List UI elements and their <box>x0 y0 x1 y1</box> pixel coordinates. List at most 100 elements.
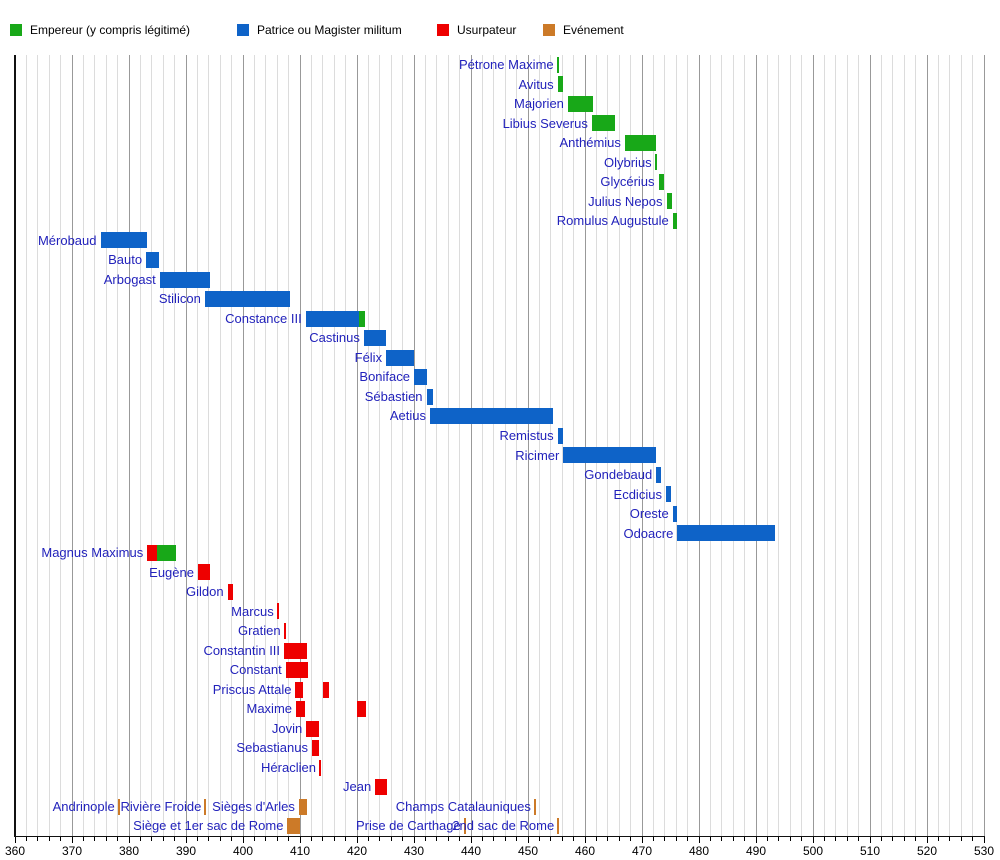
row-label[interactable]: Constant <box>229 662 282 678</box>
gridline-minor <box>105 55 107 836</box>
row-label[interactable]: Aetius <box>389 408 426 424</box>
row-label[interactable]: Priscus Attale <box>212 681 292 697</box>
gridline-minor <box>162 55 164 836</box>
row-label[interactable]: Boniface <box>359 369 410 385</box>
gridline-minor <box>459 55 461 836</box>
row-label[interactable]: Glycérius <box>600 174 655 190</box>
row-label[interactable]: Olybrius <box>604 154 652 170</box>
gridline-minor <box>48 55 50 836</box>
gridline-minor <box>561 55 563 836</box>
row-label[interactable]: Pétrone Maxime <box>458 57 554 72</box>
axis-tick-minor <box>265 837 267 841</box>
gridline-minor <box>630 55 632 836</box>
row-label[interactable]: Sébastien <box>364 388 423 404</box>
row-label[interactable]: Constance III <box>225 310 302 326</box>
gridline-minor <box>390 55 392 836</box>
row-label[interactable]: Arbogast <box>103 271 156 287</box>
timeline-bar <box>284 642 308 659</box>
row-label[interactable]: Gildon <box>186 584 224 600</box>
row-label[interactable]: Stilicon <box>158 291 201 307</box>
row-label[interactable]: Félix <box>354 349 383 365</box>
row-label[interactable]: Champs Catalauniques <box>395 798 531 814</box>
timeline-bar <box>100 232 148 249</box>
gridline-major <box>242 55 244 836</box>
row-label[interactable]: Sièges d'Arles <box>212 798 295 814</box>
axis-tick-minor <box>652 837 654 841</box>
row-label[interactable]: Magnus Maximus <box>41 545 144 561</box>
axis-tick-minor <box>538 837 540 841</box>
timeline-bar <box>563 447 656 464</box>
row-label[interactable]: Castinus <box>309 330 360 346</box>
axis-tick-minor <box>231 837 233 841</box>
row-label[interactable]: Constantin III <box>203 642 281 658</box>
timeline-bar <box>557 76 564 93</box>
gridline-minor <box>573 55 575 836</box>
axis-tick-minor <box>459 837 461 841</box>
timeline-bar <box>305 310 359 327</box>
gridline-minor <box>801 55 803 836</box>
row-label[interactable]: Jean <box>343 779 372 795</box>
timeline-point-marker <box>276 603 279 620</box>
row-label[interactable]: Bauto <box>108 252 143 268</box>
timeline-bar <box>363 330 387 347</box>
timeline-point-marker <box>283 622 286 639</box>
row-label[interactable]: Siège et 1er sac de Rome <box>133 818 284 834</box>
axis-tick-minor <box>82 837 84 841</box>
legend-swatch-patrice <box>237 24 249 36</box>
row-label[interactable]: Romulus Augustule <box>556 213 669 229</box>
axis-tick-label: 470 <box>631 844 653 858</box>
gridline-minor <box>504 55 506 836</box>
axis-tick-minor <box>436 837 438 841</box>
row-label[interactable]: Avitus <box>518 76 554 92</box>
timeline-bar <box>591 115 616 132</box>
row-label[interactable]: Héraclien <box>261 759 316 775</box>
row-label[interactable]: Rivière Froide <box>120 798 202 814</box>
row-label[interactable]: Ricimer <box>515 447 560 463</box>
timeline-bar <box>296 701 305 718</box>
row-label[interactable]: Eugène <box>149 564 194 580</box>
axis-tick-minor <box>60 837 62 841</box>
timeline-bar <box>298 798 308 815</box>
gridline-minor <box>37 55 39 836</box>
gridline-major <box>641 55 643 836</box>
row-label[interactable]: Anthémius <box>559 135 621 151</box>
gridline-minor <box>937 55 939 836</box>
row-label[interactable]: Jovin <box>271 720 303 736</box>
gridline-major <box>755 55 757 836</box>
gridline-minor <box>276 55 278 836</box>
gridline-minor <box>60 55 62 836</box>
row-label[interactable]: Marcus <box>231 603 274 619</box>
axis-tick-minor <box>721 837 723 841</box>
axis-tick-major <box>242 837 244 843</box>
row-label[interactable]: Prise de Carthage <box>355 818 461 834</box>
row-label[interactable]: Odoacre <box>623 525 674 541</box>
row-label[interactable]: Remistus <box>499 427 554 443</box>
axis-tick-label: 370 <box>61 844 83 858</box>
axis-tick-major <box>926 837 928 843</box>
axis-tick-major <box>470 837 472 843</box>
row-label[interactable]: Julius Nepos <box>588 193 663 209</box>
axis-tick-minor <box>550 837 552 841</box>
row-label[interactable]: Ecdicius <box>613 486 662 502</box>
row-label[interactable]: Libius Severus <box>502 115 588 131</box>
axis-tick-label: 530 <box>973 844 995 858</box>
axis-tick-minor <box>162 837 164 841</box>
gridline-major <box>584 55 586 836</box>
row-label[interactable]: Andrinople <box>52 798 115 814</box>
gridline-minor <box>493 55 495 836</box>
row-label[interactable]: Maxime <box>246 701 293 717</box>
axis-tick-minor <box>801 837 803 841</box>
row-label[interactable]: Gratien <box>237 623 281 639</box>
row-label[interactable]: Mérobaud <box>37 232 97 248</box>
timeline-bar <box>197 564 210 581</box>
timeline-bar <box>624 134 656 151</box>
axis-tick-minor <box>516 837 518 841</box>
row-label[interactable]: Majorien <box>514 96 564 112</box>
row-label[interactable]: Oreste <box>629 506 669 522</box>
axis-tick-major <box>755 837 757 843</box>
row-label[interactable]: Sebastianus <box>236 740 308 756</box>
row-label[interactable]: 2nd sac de Rome <box>452 818 555 834</box>
timeline-bar <box>311 740 319 757</box>
row-label[interactable]: Gondebaud <box>584 467 653 483</box>
gridline-minor <box>265 55 267 836</box>
